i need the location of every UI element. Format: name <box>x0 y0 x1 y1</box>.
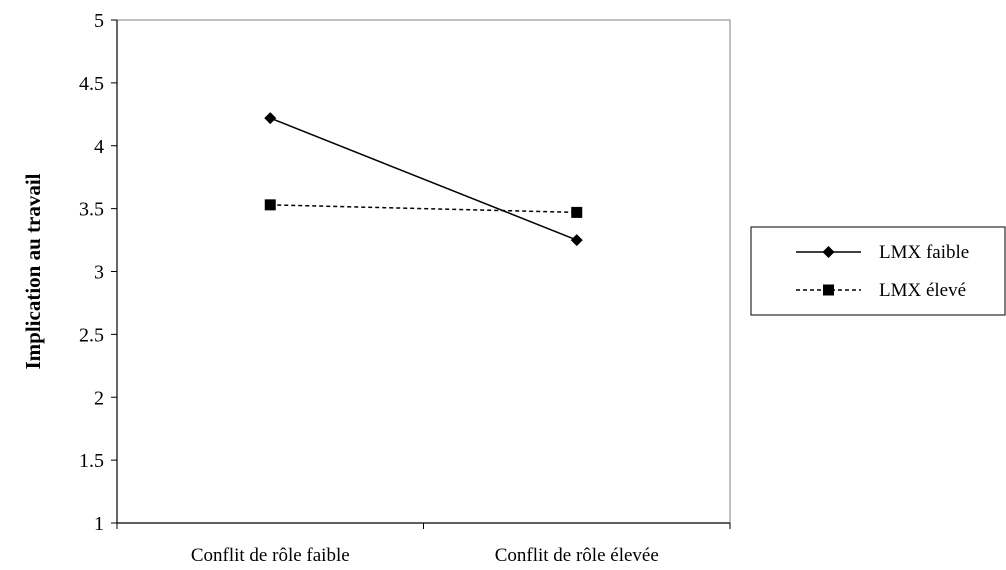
y-axis-title: Implication au travail <box>21 173 45 369</box>
y-tick-label: 5 <box>94 10 104 32</box>
series-group <box>264 112 583 247</box>
legend-marker <box>822 246 835 258</box>
x-tick-label: Conflit de rôle élevée <box>495 545 659 565</box>
data-point <box>264 112 277 125</box>
plot-area <box>116 19 731 524</box>
y-tick-label: 4 <box>94 136 104 158</box>
series-line <box>269 117 578 241</box>
legend-item: LMX élevé <box>796 280 966 301</box>
series-line <box>270 204 577 214</box>
y-tick-label: 4.5 <box>79 73 104 95</box>
legend-label: LMX élevé <box>879 280 966 301</box>
y-tick-label: 2.5 <box>79 324 104 346</box>
legend-item: LMX faible <box>796 242 969 263</box>
axes: 1 1.5 2 2.5 3 3.5 4 4.5 5 Conflit de rôle faible C… <box>79 10 731 566</box>
y-tick-label: 3.5 <box>79 199 104 221</box>
y-tick-label: 2 <box>94 387 104 409</box>
legend-marker <box>823 284 834 296</box>
data-point <box>571 206 583 218</box>
data-point <box>570 234 583 247</box>
y-tick-label: 1.5 <box>79 450 104 472</box>
legend-box <box>750 226 1006 316</box>
series-lmx-faible <box>264 112 583 247</box>
y-tick-label: 3 <box>94 262 104 284</box>
x-tick-label: Conflit de rôle faible <box>191 545 350 565</box>
legend-label: LMX faible <box>879 242 969 263</box>
y-tick-label: 1 <box>94 513 104 535</box>
legend: LMX faible LMX élevé <box>750 226 1006 316</box>
plot-frame <box>116 19 731 524</box>
data-point <box>264 199 276 211</box>
series-lmx-eleve <box>264 199 583 218</box>
